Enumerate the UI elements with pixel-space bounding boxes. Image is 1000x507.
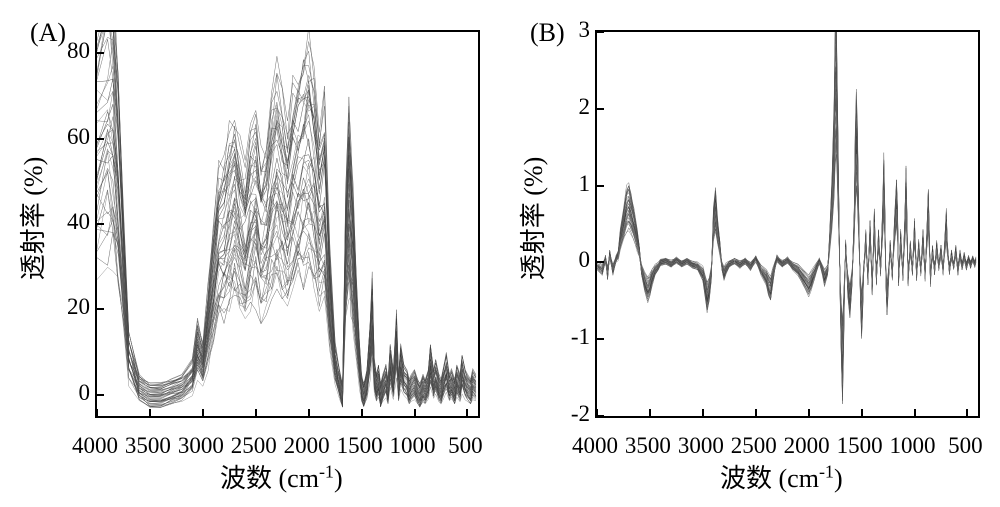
y-tick-label: 1: [545, 171, 590, 197]
y-tick-label: 20: [45, 294, 90, 320]
figure-container: (A) 透射率 (%) 波数 (cm-1) 020406080400035003…: [0, 0, 1000, 507]
y-tick-label: 80: [45, 38, 90, 64]
panel-b-spectra: [597, 32, 978, 416]
panel-a: (A) 透射率 (%) 波数 (cm-1) 020406080400035003…: [0, 0, 500, 507]
panel-a-plot-area: [95, 30, 480, 418]
y-tick-label: 3: [545, 17, 590, 43]
x-tick-label: 1000: [383, 433, 443, 459]
panel-a-spectra: [97, 32, 478, 416]
y-tick-label: 0: [545, 247, 590, 273]
x-tick-label: 3500: [118, 433, 178, 459]
panel-b: (B) 透射率 (%) 波数 (cm-1) -2-101234000350030…: [500, 0, 1000, 507]
y-tick-label: 40: [45, 209, 90, 235]
x-tick-label: 1500: [830, 433, 890, 459]
x-tick-label: 4000: [65, 433, 125, 459]
x-tick-label: 1500: [330, 433, 390, 459]
y-tick-label: 2: [545, 94, 590, 120]
y-tick-label: 0: [45, 380, 90, 406]
panel-a-x-label: 波数 (cm-1): [220, 458, 343, 495]
x-tick-label: 500: [435, 433, 495, 459]
x-tick-label: 3000: [671, 433, 731, 459]
y-tick-label: -1: [545, 324, 590, 350]
y-tick-label: -2: [545, 401, 590, 427]
x-tick-label: 2000: [277, 433, 337, 459]
x-tick-label: 3500: [618, 433, 678, 459]
x-tick-label: 2500: [224, 433, 284, 459]
x-tick-label: 3000: [171, 433, 231, 459]
y-tick-label: 60: [45, 124, 90, 150]
x-tick-label: 500: [935, 433, 995, 459]
x-tick-label: 4000: [565, 433, 625, 459]
x-tick-label: 1000: [883, 433, 943, 459]
x-tick-label: 2500: [724, 433, 784, 459]
x-tick-label: 2000: [777, 433, 837, 459]
panel-b-plot-area: [595, 30, 980, 418]
panel-b-x-label: 波数 (cm-1): [720, 458, 843, 495]
